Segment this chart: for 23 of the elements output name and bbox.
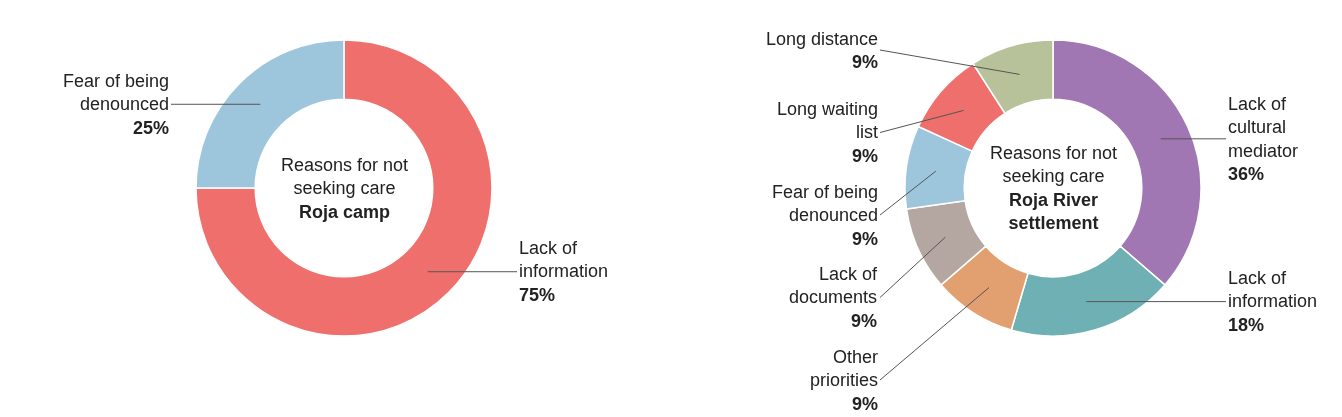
data-label: 9% [852, 52, 879, 73]
slice-label: Long waiting list [777, 99, 879, 143]
slice-label: Lack of information [1228, 268, 1318, 312]
data-label: 75% [519, 284, 556, 305]
slice-label: Long distance [766, 29, 879, 49]
data-label: 9% [852, 145, 879, 166]
slice-label: Fear of being denounced [772, 182, 879, 226]
slice-label: Lack of information [519, 238, 609, 282]
data-label: 9% [852, 228, 879, 249]
donut-slice [195, 39, 493, 337]
data-label: 36% [1228, 164, 1265, 185]
slice-label: Lack of documents [789, 264, 879, 308]
text: Reasons for not seeking care [990, 143, 1118, 187]
text: Roja camp [299, 201, 391, 222]
text: Roja River settlement [1008, 189, 1099, 234]
data-label: 18% [1228, 314, 1265, 335]
slice-label: Lack of cultural mediator [1228, 94, 1299, 161]
data-label: 25% [133, 117, 170, 138]
data-label: 9% [851, 310, 878, 331]
slice-label: Other priorities [810, 347, 879, 391]
text: Reasons for not seeking care [281, 155, 409, 199]
slice-label: Fear of being denounced [63, 71, 170, 115]
data-label: 9% [852, 393, 879, 414]
